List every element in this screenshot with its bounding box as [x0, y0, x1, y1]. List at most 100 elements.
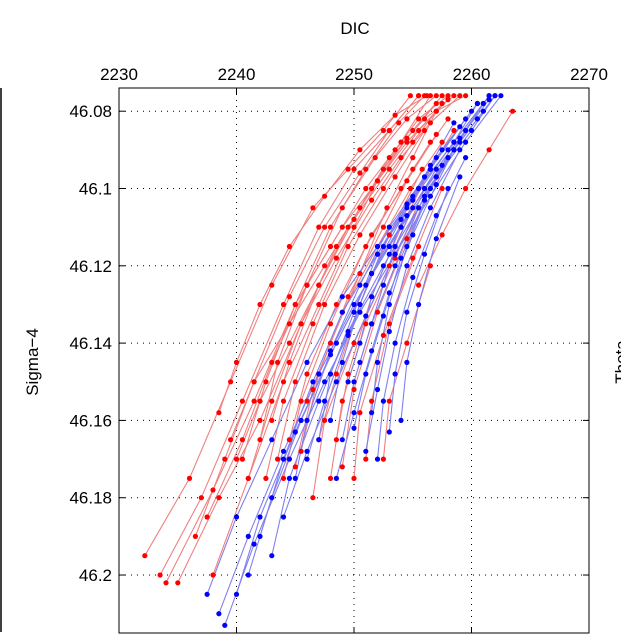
- data-point: [222, 622, 228, 628]
- data-point: [392, 251, 398, 257]
- data-point: [351, 166, 357, 172]
- data-point: [416, 243, 422, 250]
- data-point: [351, 309, 357, 315]
- data-point: [410, 255, 416, 261]
- data-point: [386, 224, 392, 230]
- data-point: [374, 386, 381, 393]
- data-point: [292, 379, 298, 385]
- data-point: [339, 437, 345, 443]
- data-point: [216, 410, 222, 416]
- data-point: [275, 359, 281, 365]
- data-point: [316, 371, 322, 377]
- data-point: [339, 309, 345, 315]
- data-point: [363, 243, 369, 250]
- data-point: [427, 193, 433, 199]
- data-point: [210, 487, 216, 493]
- data-point: [363, 282, 369, 288]
- data-point: [327, 340, 334, 346]
- data-point: [398, 155, 404, 161]
- data-point: [357, 340, 363, 346]
- data-point: [384, 205, 390, 211]
- data-point: [322, 417, 328, 423]
- data-point: [374, 243, 381, 250]
- data-point: [257, 437, 263, 443]
- data-point: [509, 108, 516, 114]
- data-point: [445, 93, 451, 99]
- data-point: [363, 166, 369, 172]
- data-point: [351, 216, 357, 222]
- data-point: [310, 379, 316, 385]
- data-point: [439, 93, 445, 99]
- profile-line: [194, 95, 420, 537]
- data-point: [380, 332, 386, 338]
- data-point: [210, 572, 216, 578]
- data-point: [222, 456, 228, 462]
- data-point: [457, 174, 463, 180]
- data-point: [142, 553, 148, 559]
- profile-line: [365, 246, 420, 460]
- data-point: [386, 321, 392, 327]
- data-point: [474, 100, 480, 107]
- profile-line: [365, 149, 461, 452]
- data-point: [380, 127, 386, 134]
- data-point: [322, 379, 328, 385]
- data-point: [310, 205, 316, 211]
- data-point: [404, 359, 410, 365]
- data-point: [351, 386, 357, 393]
- data-point: [357, 232, 363, 238]
- data-point: [433, 174, 439, 180]
- data-point: [480, 100, 486, 107]
- data-point: [327, 321, 334, 327]
- data-point: [292, 475, 298, 481]
- data-point: [404, 236, 410, 242]
- data-point: [398, 255, 404, 261]
- data-point: [398, 224, 404, 230]
- profile-line: [159, 95, 420, 576]
- data-point: [204, 514, 210, 520]
- data-point: [216, 495, 222, 501]
- profile-line: [206, 95, 437, 518]
- data-point: [298, 398, 304, 404]
- data-point: [369, 185, 375, 192]
- data-point: [386, 328, 392, 335]
- data-point: [327, 348, 334, 354]
- data-point: [419, 166, 425, 172]
- data-point: [433, 166, 439, 172]
- data-point: [421, 116, 428, 122]
- data-point: [316, 224, 322, 230]
- data-point: [398, 417, 404, 423]
- data-point: [369, 197, 375, 203]
- data-point: [416, 93, 422, 99]
- data-point: [457, 139, 463, 145]
- data-point: [374, 456, 381, 462]
- data-point: [357, 282, 363, 288]
- x-tick-label: 2240: [218, 65, 256, 84]
- data-point: [304, 359, 310, 365]
- data-point: [439, 185, 445, 192]
- data-point: [398, 139, 404, 145]
- data-point: [333, 255, 339, 261]
- profile-line: [144, 95, 411, 556]
- data-point: [392, 371, 398, 377]
- data-point: [269, 495, 275, 501]
- data-point: [445, 97, 451, 103]
- data-point: [251, 541, 257, 547]
- data-point: [463, 127, 469, 134]
- data-point: [439, 162, 445, 168]
- data-point: [345, 243, 351, 250]
- data-point: [386, 290, 392, 296]
- data-point: [404, 139, 410, 145]
- data-point: [468, 127, 475, 134]
- data-point: [351, 301, 357, 308]
- data-point: [392, 255, 398, 261]
- data-point: [327, 371, 334, 377]
- data-point: [351, 379, 357, 385]
- y-tick-label: 46.1: [79, 179, 112, 198]
- data-point: [451, 139, 457, 145]
- data-point: [410, 193, 416, 199]
- data-point: [304, 448, 310, 454]
- y-tick-label: 46.2: [79, 566, 112, 585]
- data-point: [427, 185, 433, 192]
- data-point: [421, 185, 428, 192]
- data-point: [310, 321, 316, 327]
